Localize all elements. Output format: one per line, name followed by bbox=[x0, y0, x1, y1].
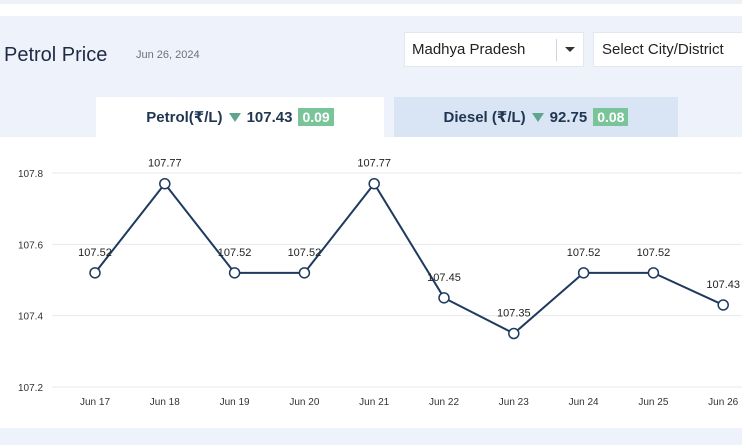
data-label: 107.43 bbox=[706, 279, 740, 291]
x-tick-label: Jun 24 bbox=[569, 397, 599, 408]
x-tick-label: Jun 26 bbox=[708, 397, 738, 408]
data-point[interactable] bbox=[717, 299, 729, 311]
x-tick-label: Jun 25 bbox=[638, 397, 668, 408]
down-arrow-icon bbox=[228, 112, 241, 122]
tab-diesel-change-badge: 0.08 bbox=[593, 108, 629, 126]
data-label: 107.52 bbox=[78, 247, 112, 259]
price-chart-card: 107.2 107.4 107.6 107.8 Jun 17 Jun 18 Jun 19 Ju… bbox=[0, 137, 742, 428]
data-label: 107.35 bbox=[497, 308, 531, 320]
tab-petrol-price: 107.43 bbox=[246, 108, 293, 126]
chevron-down-icon[interactable] bbox=[557, 47, 583, 52]
data-label: 107.77 bbox=[148, 158, 182, 170]
tab-diesel[interactable]: Diesel (₹/L) 92.75 0.08 bbox=[394, 97, 678, 137]
data-point[interactable] bbox=[368, 177, 380, 190]
x-tick-label: Jun 23 bbox=[499, 397, 529, 408]
x-tick-label: Jun 22 bbox=[429, 397, 459, 408]
tab-petrol-change-badge: 0.09 bbox=[298, 108, 334, 126]
tab-petrol-label: Petrol(₹/L) bbox=[146, 109, 223, 126]
data-point[interactable] bbox=[228, 267, 241, 279]
data-point[interactable] bbox=[508, 327, 520, 340]
data-point[interactable] bbox=[159, 177, 171, 190]
x-tick-label: Jun 17 bbox=[80, 397, 110, 408]
y-tick-label: 107.2 bbox=[18, 383, 43, 394]
data-point[interactable] bbox=[577, 267, 590, 279]
city-select-placeholder: Select City/District bbox=[602, 41, 724, 58]
data-label: 107.52 bbox=[637, 247, 671, 259]
data-point[interactable] bbox=[438, 292, 450, 304]
data-label: 107.52 bbox=[288, 247, 322, 259]
data-point[interactable] bbox=[298, 267, 311, 279]
data-label: 107.52 bbox=[567, 247, 601, 259]
select-divider bbox=[556, 38, 557, 61]
y-tick-label: 107.4 bbox=[18, 312, 43, 323]
state-select-value: Madhya Pradesh bbox=[412, 41, 526, 58]
tab-petrol[interactable]: Petrol(₹/L) 107.43 0.09 bbox=[96, 97, 384, 137]
series-line bbox=[94, 181, 724, 335]
x-tick-label: Jun 20 bbox=[289, 397, 319, 408]
data-point[interactable] bbox=[89, 267, 101, 279]
x-tick-label: Jun 21 bbox=[359, 397, 389, 408]
y-tick-label: 107.8 bbox=[18, 169, 43, 180]
price-date: Jun 26, 2024 bbox=[136, 49, 200, 61]
state-select[interactable]: Madhya Pradesh bbox=[404, 32, 584, 67]
top-divider bbox=[0, 0, 742, 4]
data-point[interactable] bbox=[647, 267, 660, 279]
x-tick-label: Jun 19 bbox=[220, 397, 250, 408]
data-label: 107.52 bbox=[218, 247, 252, 259]
tab-diesel-price: 92.75 bbox=[549, 108, 588, 126]
page-title: Petrol Price bbox=[4, 44, 108, 66]
data-label: 107.45 bbox=[427, 272, 461, 284]
y-tick-label: 107.6 bbox=[18, 240, 43, 251]
x-tick-label: Jun 18 bbox=[150, 397, 180, 408]
down-arrow-icon bbox=[531, 112, 544, 122]
city-select[interactable]: Select City/District bbox=[593, 32, 742, 67]
data-label: 107.77 bbox=[357, 158, 391, 170]
tab-diesel-label: Diesel (₹/L) bbox=[443, 109, 526, 126]
price-line-chart: 107.2 107.4 107.6 107.8 Jun 17 Jun 18 Jun 19 Ju… bbox=[18, 158, 742, 408]
